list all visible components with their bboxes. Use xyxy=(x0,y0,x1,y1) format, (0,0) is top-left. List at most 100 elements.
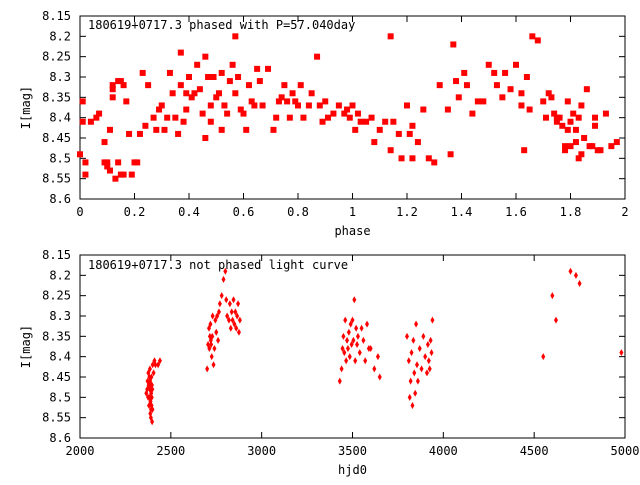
data-point xyxy=(382,118,389,125)
x-tick-label: 4500 xyxy=(520,444,549,458)
data-point xyxy=(430,316,435,324)
data-point xyxy=(414,139,421,146)
data-point xyxy=(346,328,351,336)
data-point xyxy=(551,110,558,117)
data-point xyxy=(215,90,222,97)
data-point xyxy=(548,94,555,101)
data-point xyxy=(335,102,342,109)
data-point xyxy=(342,349,347,357)
data-point xyxy=(564,126,571,133)
y-tick-label: 8.5 xyxy=(49,390,71,404)
data-point xyxy=(375,353,380,361)
data-point xyxy=(177,82,184,89)
data-point xyxy=(236,300,241,308)
data-point xyxy=(245,82,252,89)
data-point xyxy=(207,102,214,109)
data-point xyxy=(316,102,323,109)
data-point xyxy=(319,118,326,125)
phased-plot: 0 0.2 0.4 0.6 0.8 1 1.2 1.4 1.6 1.8 2 8.15 8.2 8.25 8.… xyxy=(19,9,629,238)
x-tick-label: 2000 xyxy=(66,444,95,458)
data-point xyxy=(461,69,468,76)
data-point xyxy=(352,126,359,133)
data-point xyxy=(205,74,212,80)
data-point xyxy=(300,114,307,121)
data-point xyxy=(183,90,190,97)
data-point xyxy=(368,345,373,353)
data-point xyxy=(229,61,236,68)
data-point xyxy=(150,406,155,414)
data-point xyxy=(450,41,457,48)
data-point xyxy=(228,324,233,332)
data-point xyxy=(256,78,263,85)
data-point xyxy=(215,312,220,320)
data-point xyxy=(518,90,525,97)
data-point xyxy=(216,336,221,344)
data-point xyxy=(208,320,213,328)
data-point xyxy=(223,267,228,275)
data-point xyxy=(463,82,470,89)
data-point xyxy=(348,320,353,328)
x-tick-label: 0.4 xyxy=(178,205,200,219)
y-axis-label: I[mag] xyxy=(19,325,33,368)
data-point xyxy=(341,332,346,340)
y-tick-label: 8.3 xyxy=(49,70,71,84)
y-tick-label: 8.55 xyxy=(42,411,71,425)
data-point xyxy=(284,98,291,105)
data-point xyxy=(234,324,239,332)
data-point xyxy=(420,106,427,113)
y-tick-label: 8.5 xyxy=(49,151,71,165)
data-point xyxy=(150,361,155,369)
data-point xyxy=(409,155,416,162)
data-point xyxy=(541,353,546,361)
data-point xyxy=(93,114,100,121)
data-point xyxy=(281,82,288,89)
data-point xyxy=(581,135,588,141)
x-tick-label: 0.2 xyxy=(124,205,146,219)
data-point xyxy=(175,130,182,137)
data-point xyxy=(413,389,418,397)
data-point xyxy=(218,126,225,133)
data-point xyxy=(169,90,176,97)
data-point xyxy=(106,167,113,174)
data-point xyxy=(556,114,563,121)
data-point xyxy=(406,357,411,365)
data-point xyxy=(568,267,573,275)
data-point xyxy=(136,130,143,137)
data-point xyxy=(150,418,155,426)
y-tick-label: 8.6 xyxy=(49,431,71,445)
x-tick-label: 1.8 xyxy=(560,205,582,219)
data-point xyxy=(376,126,383,133)
y-tick-label: 8.4 xyxy=(49,350,71,364)
y-tick-label: 8.25 xyxy=(42,289,71,303)
y-tick-label: 8.4 xyxy=(49,111,71,125)
data-point xyxy=(567,143,574,150)
data-point xyxy=(357,349,362,357)
data-point xyxy=(474,98,481,105)
data-point xyxy=(344,106,351,113)
data-point xyxy=(345,345,350,353)
data-point xyxy=(404,102,410,109)
data-point xyxy=(126,130,133,137)
data-point xyxy=(145,82,152,89)
data-point xyxy=(347,353,352,361)
data-point xyxy=(191,90,198,97)
data-point xyxy=(226,78,233,85)
data-point xyxy=(199,110,206,117)
data-point xyxy=(106,126,113,133)
data-point xyxy=(577,279,582,287)
data-point xyxy=(212,345,217,353)
data-point xyxy=(564,98,571,105)
data-point xyxy=(214,328,219,336)
data-point xyxy=(183,106,190,113)
data-point xyxy=(216,308,221,316)
data-point xyxy=(104,159,111,166)
data-point xyxy=(405,332,409,340)
data-point xyxy=(410,401,415,409)
data-point xyxy=(414,361,419,369)
data-point xyxy=(156,106,163,113)
data-point xyxy=(231,296,236,304)
data-point xyxy=(608,143,615,150)
data-point xyxy=(436,82,443,89)
data-point xyxy=(562,143,569,150)
